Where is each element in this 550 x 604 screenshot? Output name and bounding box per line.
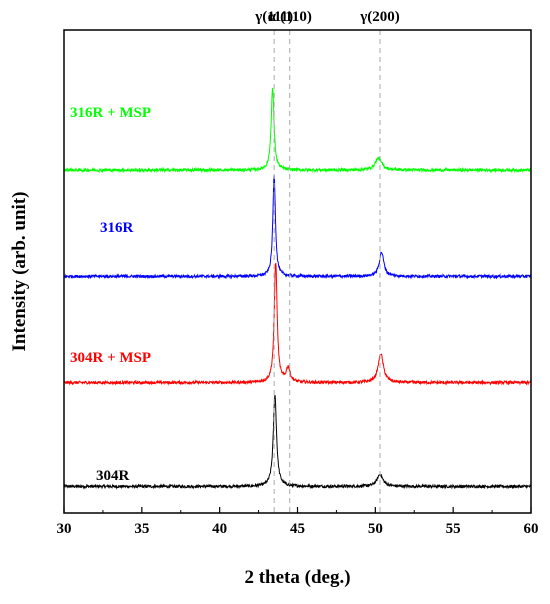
x-tick-label-1: 35: [134, 521, 149, 537]
x-tick-label-4: 50: [368, 521, 383, 537]
x-tick-label-5: 55: [446, 521, 461, 537]
x-tick-label-0: 30: [57, 521, 72, 537]
peak-lines-layer: [273, 30, 381, 513]
plot-frame: [63, 29, 532, 514]
x-tick-label-6: 60: [524, 521, 539, 537]
series-line-3: [63, 87, 532, 174]
series-line-0: [63, 395, 532, 490]
x-tick-label-2: 40: [212, 521, 227, 537]
peak-labels-layer: γ(111)α'(110) γ(200): [254, 9, 400, 25]
series-line-2: [63, 174, 532, 280]
series-label-2: 316R: [100, 220, 134, 236]
peak-label-2: γ(200): [359, 9, 400, 25]
x-ticks: 30 35 40 45 50 55 60: [57, 507, 539, 537]
x-tick-label-3: 45: [290, 521, 305, 537]
series-labels-layer: 304R 304R + MSP 316R 316R + MSP: [70, 105, 151, 484]
series-line-1: [63, 262, 532, 386]
series-label-1: 304R + MSP: [70, 350, 151, 366]
series-label-3: 316R + MSP: [70, 105, 151, 121]
peak-label-0: γ(111): [254, 9, 293, 25]
peak-label-1: α'(110): [268, 9, 312, 25]
traces-layer: [63, 87, 532, 490]
x-axis-title: 2 theta (deg.): [244, 567, 350, 588]
series-label-0: 304R: [96, 468, 130, 484]
y-axis-title: Intensity (arb. unit): [9, 192, 30, 352]
